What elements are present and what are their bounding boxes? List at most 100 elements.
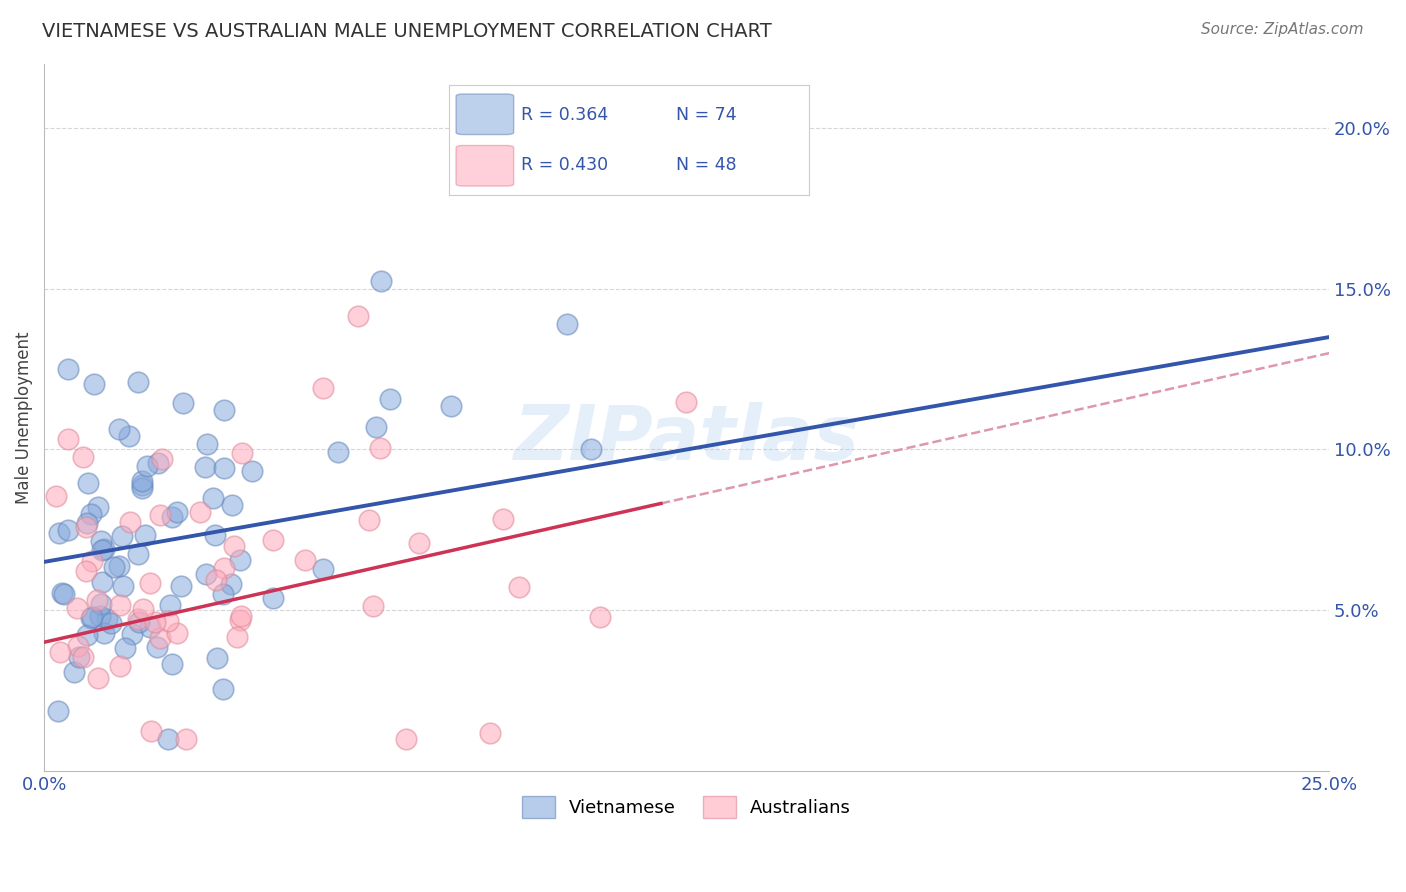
Point xyxy=(159,598,181,612)
Point xyxy=(89,608,111,623)
Point xyxy=(228,553,250,567)
Point xyxy=(90,533,112,548)
Point xyxy=(478,726,501,740)
Point xyxy=(103,560,125,574)
Point xyxy=(138,620,160,634)
Point xyxy=(100,615,122,630)
Point xyxy=(108,558,131,573)
Point xyxy=(294,553,316,567)
Point xyxy=(211,682,233,697)
Point xyxy=(62,665,84,680)
Point xyxy=(127,547,149,561)
Point xyxy=(76,628,98,642)
Point xyxy=(156,614,179,628)
Point xyxy=(93,626,115,640)
Point xyxy=(134,527,156,541)
Point xyxy=(67,650,90,665)
Point xyxy=(231,446,253,460)
Point xyxy=(326,445,349,459)
Point xyxy=(96,612,118,626)
Point xyxy=(440,400,463,414)
Point xyxy=(204,528,226,542)
Point xyxy=(58,362,80,376)
Point xyxy=(65,601,87,615)
Point xyxy=(79,610,101,624)
Point xyxy=(118,515,141,529)
Point xyxy=(127,375,149,389)
Point xyxy=(80,507,103,521)
Point xyxy=(131,481,153,495)
Point xyxy=(361,599,384,613)
Point xyxy=(205,650,228,665)
Point xyxy=(149,508,172,523)
Point xyxy=(131,474,153,488)
Point xyxy=(166,626,188,640)
Point xyxy=(195,437,218,451)
Point xyxy=(492,512,515,526)
Point xyxy=(194,459,217,474)
Point xyxy=(51,586,73,600)
Point xyxy=(82,610,104,624)
Point xyxy=(364,419,387,434)
Point xyxy=(111,529,134,543)
Y-axis label: Male Unemployment: Male Unemployment xyxy=(15,331,32,504)
Point xyxy=(146,640,169,654)
Point xyxy=(46,704,69,718)
Point xyxy=(72,650,94,665)
Point xyxy=(508,580,530,594)
Point xyxy=(222,539,245,553)
Point xyxy=(143,615,166,630)
Point xyxy=(214,402,236,417)
Point xyxy=(347,309,370,323)
Point xyxy=(139,723,162,738)
Point xyxy=(111,579,134,593)
Point xyxy=(368,442,391,456)
Point xyxy=(212,561,235,575)
Point xyxy=(76,475,98,490)
Point xyxy=(86,500,108,514)
Point xyxy=(149,631,172,645)
Point xyxy=(172,395,194,409)
Point xyxy=(228,613,250,627)
Point xyxy=(121,627,143,641)
Point xyxy=(108,598,131,612)
Point xyxy=(378,392,401,406)
Point xyxy=(82,554,104,568)
Point xyxy=(90,597,112,611)
Point xyxy=(675,394,697,409)
Point xyxy=(205,573,228,587)
Point xyxy=(139,576,162,591)
Point xyxy=(131,602,153,616)
Point xyxy=(45,489,67,503)
Point xyxy=(212,461,235,475)
Point xyxy=(212,587,235,601)
Point xyxy=(395,731,418,746)
Point xyxy=(83,377,105,392)
Point xyxy=(56,523,79,537)
Point xyxy=(221,577,243,591)
Point xyxy=(226,631,249,645)
Point xyxy=(370,275,392,289)
Point xyxy=(128,615,150,629)
Text: Source: ZipAtlas.com: Source: ZipAtlas.com xyxy=(1201,22,1364,37)
Point xyxy=(76,516,98,530)
Point xyxy=(160,509,183,524)
Point xyxy=(93,541,115,556)
Point xyxy=(108,422,131,436)
Point xyxy=(555,317,578,331)
Point xyxy=(150,452,173,467)
Text: ZIPatlas: ZIPatlas xyxy=(513,401,859,475)
Point xyxy=(48,525,70,540)
Point xyxy=(262,533,284,547)
Point xyxy=(75,520,97,534)
Point xyxy=(114,640,136,655)
Point xyxy=(408,535,430,549)
Point xyxy=(87,671,110,685)
Point xyxy=(202,491,225,505)
Point xyxy=(359,513,381,527)
Point xyxy=(72,450,94,465)
Point xyxy=(579,442,602,456)
Point xyxy=(127,612,149,626)
Point xyxy=(174,731,197,746)
Point xyxy=(136,459,159,474)
